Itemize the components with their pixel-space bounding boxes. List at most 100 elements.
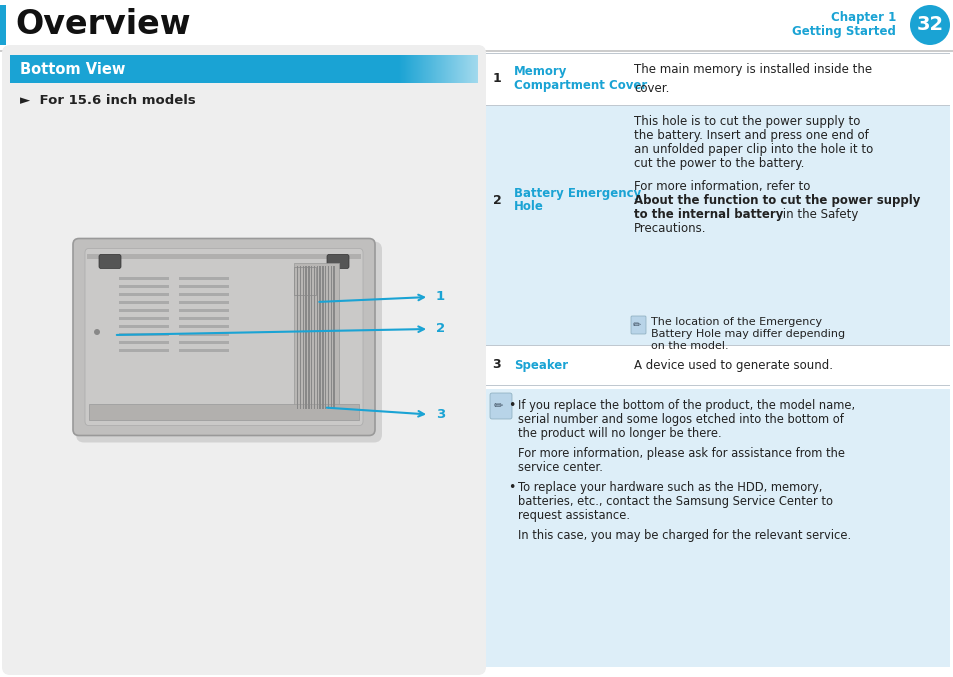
Text: •: • [507,481,515,494]
Bar [469,55,470,83]
Text: 1: 1 [492,72,501,85]
Text: 1: 1 [436,290,445,303]
Bar [10,55,477,83]
Bar [426,55,427,83]
Bar [468,55,469,83]
Bar [416,55,417,83]
Text: For more information, refer to: For more information, refer to [634,180,813,193]
FancyBboxPatch shape [99,255,121,269]
Bar [474,55,475,83]
Text: Getting Started: Getting Started [791,26,895,39]
Bar [460,55,461,83]
Bar [179,341,229,344]
Bar [431,55,432,83]
Bar [179,284,229,288]
Bar [400,55,401,83]
Bar [412,55,413,83]
Bar [439,55,440,83]
Bar [463,55,464,83]
Bar [328,265,329,408]
Bar [418,55,419,83]
Bar [119,349,169,352]
Bar [449,55,450,83]
Text: Precautions.: Precautions. [634,222,706,235]
Text: batteries, etc., contact the Samsung Service Center to: batteries, etc., contact the Samsung Ser… [517,495,832,508]
FancyBboxPatch shape [85,248,363,426]
FancyBboxPatch shape [490,393,512,419]
Bar [325,265,326,408]
Bar [451,55,452,83]
Text: ✏: ✏ [494,401,503,411]
Text: Speaker: Speaker [514,359,568,372]
Text: cut the power to the battery.: cut the power to the battery. [634,157,803,170]
Bar [417,55,418,83]
Bar [430,55,431,83]
Bar [427,55,428,83]
Bar [447,55,448,83]
FancyBboxPatch shape [2,45,485,675]
Bar [473,55,474,83]
FancyBboxPatch shape [73,238,375,435]
FancyBboxPatch shape [327,255,349,269]
Bar [452,55,453,83]
Bar [407,55,408,83]
Bar [475,55,476,83]
Bar [422,55,423,83]
Bar [467,55,468,83]
Text: 32: 32 [916,16,943,35]
Text: In this case, you may be charged for the relevant service.: In this case, you may be charged for the… [517,529,850,542]
FancyBboxPatch shape [76,242,381,443]
Bar [462,55,463,83]
Bar [405,55,406,83]
Bar [450,55,451,83]
Bar [119,341,169,344]
Bar [476,55,477,83]
Bar [406,55,407,83]
Bar [441,55,442,83]
Text: To replace your hardware such as the HDD, memory,: To replace your hardware such as the HDD… [517,481,821,494]
Bar [410,55,411,83]
Bar [429,55,430,83]
Bar [415,55,416,83]
Bar [397,55,398,83]
Bar [179,292,229,296]
FancyBboxPatch shape [630,316,645,334]
Bar [402,55,403,83]
Text: •: • [507,399,515,412]
Text: request assistance.: request assistance. [517,509,629,522]
Bar [319,265,320,408]
Bar [461,55,462,83]
Bar [438,55,439,83]
Bar [119,284,169,288]
Bar [294,263,338,412]
Bar [419,55,420,83]
Text: 3: 3 [492,359,500,372]
Text: Overview: Overview [15,9,191,41]
Bar [316,265,317,408]
Circle shape [909,5,949,45]
Bar [119,301,169,304]
Bar [179,276,229,280]
Bar [322,265,323,408]
Bar [459,55,460,83]
Bar [442,55,443,83]
Bar [398,55,399,83]
Bar [485,105,949,345]
Bar [457,55,458,83]
Text: an unfolded paper clip into the hole it to: an unfolded paper clip into the hole it … [634,143,872,156]
Text: Hole: Hole [514,200,543,213]
Text: service center.: service center. [517,461,602,474]
Bar [435,55,436,83]
Bar [433,55,434,83]
Text: 2: 2 [492,194,501,206]
Bar [456,55,457,83]
Text: Compartment Cover: Compartment Cover [514,79,646,93]
Bar [428,55,429,83]
Text: If you replace the bottom of the product, the model name,: If you replace the bottom of the product… [517,399,854,412]
Bar [446,55,447,83]
Bar [485,53,949,105]
Bar [432,55,433,83]
Bar [179,317,229,320]
Bar [448,55,449,83]
Bar [453,55,454,83]
